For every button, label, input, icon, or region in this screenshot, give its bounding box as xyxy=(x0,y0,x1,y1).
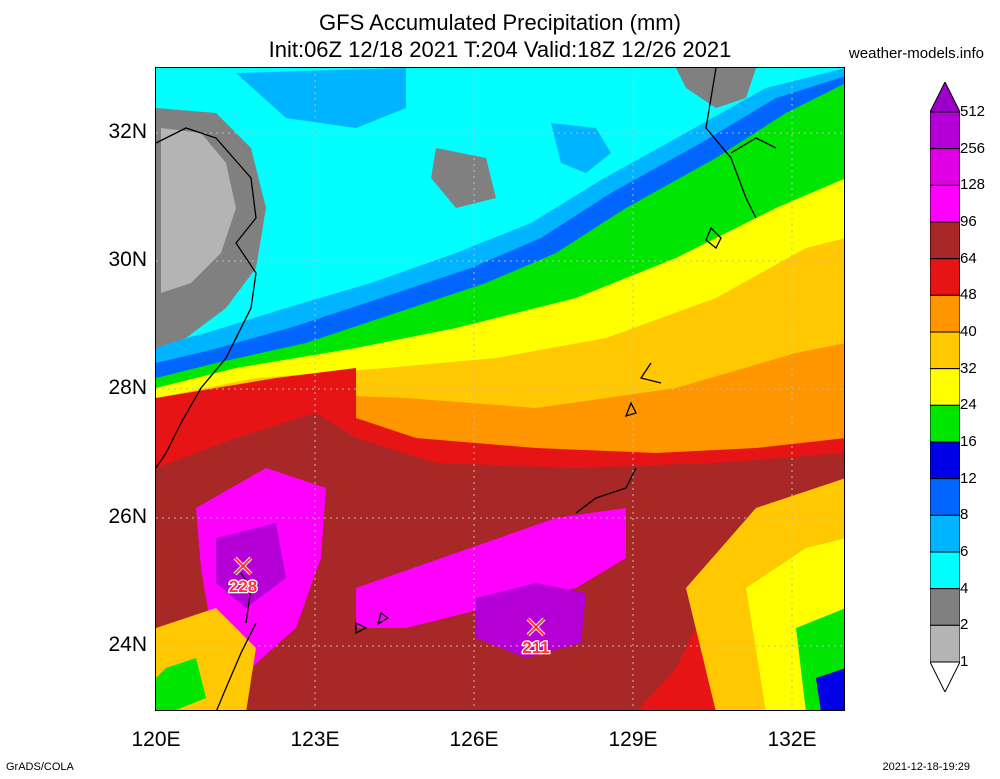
max-marker-228: 228 xyxy=(228,556,258,597)
legend-swatch xyxy=(930,624,960,663)
lon-label: 132E xyxy=(767,728,817,751)
chart-subtitle: Init:06Z 12/18 2021 T:204 Valid:18Z 12/2… xyxy=(268,37,732,62)
chart-title: GFS Accumulated Precipitation (mm) xyxy=(319,10,681,35)
legend-level-label: 40 xyxy=(960,323,977,340)
legend-level-label: 96 xyxy=(960,213,977,230)
legend-swatch xyxy=(930,148,960,186)
max-label-211: 211 xyxy=(522,638,549,657)
lat-label: 26N xyxy=(108,505,147,528)
legend-swatch xyxy=(930,514,960,553)
render-timestamp: 2021-12-18-19:29 xyxy=(882,761,970,773)
legend-swatch xyxy=(930,588,960,626)
precipitation-map: 228 211 xyxy=(155,67,845,711)
lon-label: 126E xyxy=(449,728,499,751)
legend-swatch xyxy=(930,404,960,443)
lon-label: 129E xyxy=(608,728,658,751)
lat-label: 32N xyxy=(108,120,147,143)
legend-level-label: 32 xyxy=(960,359,977,377)
lat-label: 30N xyxy=(108,248,147,271)
legend-arrow-top xyxy=(930,82,960,113)
legend-level-label: 4 xyxy=(960,579,969,597)
legend-level-label: 512 xyxy=(960,103,986,120)
max-marker-211: 211 xyxy=(521,617,551,658)
legend-swatch xyxy=(930,331,960,370)
legend-swatch xyxy=(930,478,960,516)
legend-level-label: 6 xyxy=(960,543,969,560)
legend-level-label: 24 xyxy=(960,396,977,414)
legend-swatch xyxy=(930,441,960,480)
precipitation-field: 228 211 xyxy=(156,68,844,710)
legend-level-label: 12 xyxy=(960,469,977,487)
software-credit: GrADS/COLA xyxy=(6,761,74,773)
lon-label: 120E xyxy=(131,728,181,751)
legend-swatch xyxy=(930,184,960,223)
legend-level-label: 64 xyxy=(960,249,977,267)
legend-level-label: 256 xyxy=(960,139,986,157)
legend-swatch xyxy=(930,368,960,406)
lat-label: 24N xyxy=(108,633,147,656)
legend-level-label: 8 xyxy=(960,506,969,524)
legend-swatch xyxy=(930,258,960,296)
legend-level-label: 16 xyxy=(960,433,977,450)
legend-level-label: 128 xyxy=(960,176,986,194)
site-attribution: weather-models.info xyxy=(848,45,984,62)
legend-swatch xyxy=(930,294,960,333)
max-label-228: 228 xyxy=(229,577,257,596)
color-legend xyxy=(930,82,960,692)
legend-level-label: 2 xyxy=(960,616,969,634)
lon-label: 123E xyxy=(290,728,340,751)
legend-level-label: 1 xyxy=(960,653,969,670)
legend-arrow-bottom xyxy=(930,661,960,692)
legend-swatch xyxy=(930,111,960,150)
legend-swatch xyxy=(930,221,960,260)
legend-swatch xyxy=(930,551,960,590)
legend-level-label: 48 xyxy=(960,286,977,304)
lat-label: 28N xyxy=(108,376,147,399)
